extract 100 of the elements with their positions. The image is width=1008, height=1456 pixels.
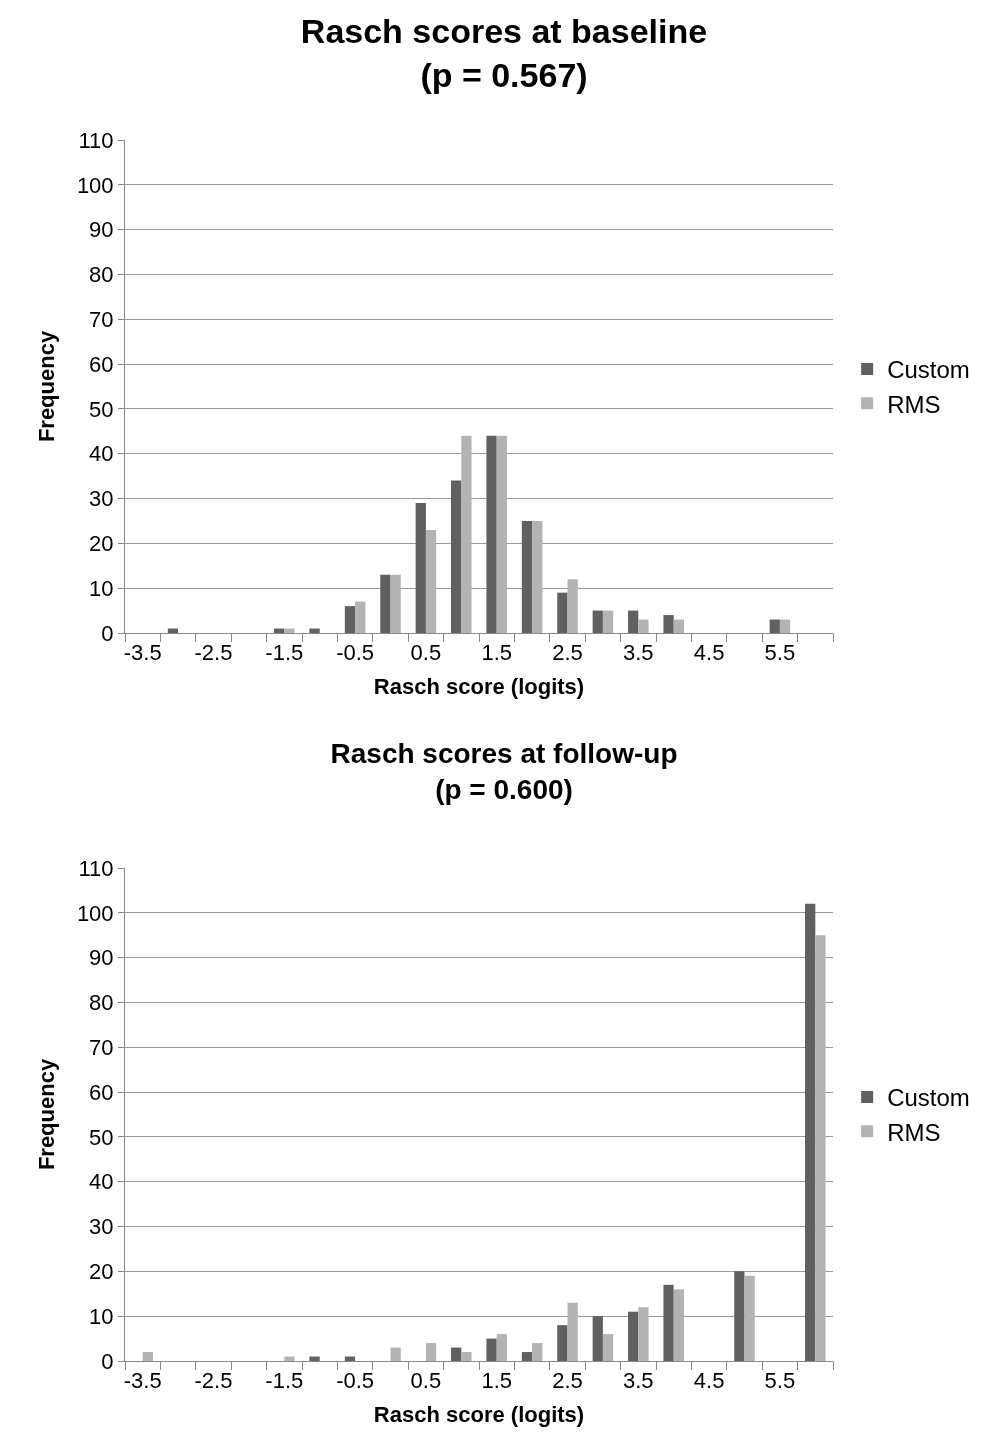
x-tick-label: 1.5 [481, 640, 512, 666]
chart-title: Rasch scores at baseline [300, 11, 708, 50]
y-tick-label: 30 [89, 486, 114, 512]
bar [673, 1289, 684, 1361]
bar [744, 1275, 755, 1361]
x-tick-label: 4.5 [693, 640, 725, 666]
y-tick-label: 60 [89, 351, 114, 377]
bar [521, 1352, 533, 1361]
x-axis-title: Rasch score (logits) [373, 674, 585, 700]
bar [496, 1334, 507, 1361]
bar [284, 1356, 295, 1361]
bar [496, 435, 507, 633]
legend-label: RMS [887, 1118, 941, 1146]
bar [628, 610, 639, 633]
y-tick-label: 10 [89, 575, 114, 601]
x-tick-label: 5.5 [764, 1368, 796, 1394]
x-tick-label: 2.5 [552, 1368, 583, 1394]
bar [521, 520, 533, 633]
bar [380, 574, 391, 633]
y-tick-label: 80 [89, 990, 114, 1016]
bar [734, 1271, 745, 1361]
bar [425, 529, 437, 633]
bar [425, 1343, 437, 1361]
y-tick-label: 20 [89, 531, 114, 557]
x-tick-label: -1.5 [265, 640, 304, 666]
legend-label: Custom [887, 356, 970, 384]
bar [592, 1316, 603, 1361]
x-tick-label: -1.5 [265, 1368, 304, 1394]
y-tick-label: 0 [101, 1348, 114, 1374]
y-tick-label: 20 [89, 1259, 114, 1285]
x-tick-label: -2.5 [194, 640, 233, 666]
y-tick-label: 80 [89, 262, 114, 288]
bar [415, 503, 426, 633]
x-tick-label: 3.5 [623, 1368, 654, 1394]
bar [390, 1347, 401, 1361]
bar [355, 601, 366, 633]
y-tick-label: 70 [89, 306, 114, 332]
x-tick-label: 2.5 [552, 640, 583, 666]
bar [638, 619, 649, 633]
bar [284, 628, 295, 633]
chart-subtitle: (p = 0.567) [420, 55, 588, 94]
x-axis-title: Rasch score (logits) [373, 1402, 585, 1428]
x-tick-label: -0.5 [336, 1368, 375, 1394]
bar [673, 619, 684, 633]
bar [628, 1311, 639, 1361]
x-tick-label: 1.5 [481, 1368, 512, 1394]
bar [309, 628, 320, 633]
bar [557, 1325, 568, 1361]
bar [567, 1302, 578, 1361]
bar [557, 592, 568, 633]
bar [815, 935, 826, 1361]
x-tick-label: 5.5 [764, 640, 796, 666]
y-tick-label: 100 [76, 900, 114, 926]
bar [390, 574, 401, 633]
x-tick-label: 0.5 [410, 1368, 442, 1394]
y-tick-label: 0 [101, 620, 114, 646]
y-tick-label: 50 [89, 1124, 114, 1150]
bar [344, 606, 356, 633]
x-tick-label: 0.5 [410, 640, 442, 666]
bar [142, 1352, 153, 1361]
y-tick-label: 10 [89, 1303, 114, 1329]
y-axis-title: Frequency [33, 330, 59, 443]
bar [638, 1307, 649, 1361]
x-tick-label: -3.5 [123, 640, 162, 666]
y-tick-label: 60 [89, 1079, 114, 1105]
bar [461, 435, 472, 633]
y-tick-label: 40 [89, 441, 114, 467]
bar [663, 615, 674, 633]
x-tick-label: -2.5 [194, 1368, 233, 1394]
y-tick-label: 110 [78, 127, 114, 153]
x-tick-label: 4.5 [693, 1368, 725, 1394]
bar [769, 619, 780, 633]
bar [663, 1284, 674, 1361]
chart-subtitle: (p = 0.600) [435, 774, 573, 806]
bar [602, 610, 614, 633]
bar [486, 435, 497, 633]
x-tick-label: 3.5 [623, 640, 654, 666]
bar [602, 1334, 614, 1361]
y-tick-label: 90 [89, 217, 114, 243]
bar [532, 520, 543, 633]
y-tick-label: 40 [89, 1169, 114, 1195]
bar [592, 610, 603, 633]
legend-label: RMS [887, 390, 941, 418]
bar [461, 1352, 472, 1361]
y-tick-label: 110 [78, 855, 114, 881]
y-axis-title: Frequency [33, 1058, 59, 1171]
y-tick-label: 50 [89, 396, 114, 422]
bar [486, 1338, 497, 1361]
y-tick-label: 30 [89, 1214, 114, 1240]
y-tick-label: 100 [76, 172, 114, 198]
chart-title: Rasch scores at follow-up [330, 738, 678, 769]
y-tick-label: 70 [89, 1034, 114, 1060]
x-tick-label: -0.5 [336, 640, 375, 666]
bar [309, 1356, 320, 1361]
bar [532, 1343, 543, 1361]
bar [567, 579, 578, 633]
bar [451, 1347, 462, 1361]
bar [779, 619, 791, 633]
x-tick-label: -3.5 [123, 1368, 162, 1394]
y-tick-label: 90 [89, 945, 114, 971]
